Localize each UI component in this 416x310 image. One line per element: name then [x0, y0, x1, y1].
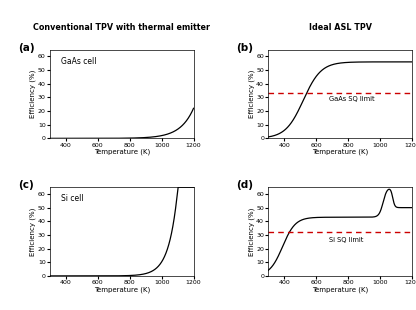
Y-axis label: Efficiency (%): Efficiency (%)	[248, 207, 255, 256]
Title: Ideal ASL TPV: Ideal ASL TPV	[309, 23, 371, 32]
Text: GaAs cell: GaAs cell	[62, 57, 97, 66]
Text: GaAs SQ limit: GaAs SQ limit	[329, 96, 374, 102]
Text: (c): (c)	[18, 180, 34, 190]
X-axis label: Temperature (K): Temperature (K)	[94, 149, 150, 155]
Y-axis label: Efficiency (%): Efficiency (%)	[30, 207, 37, 256]
Text: (a): (a)	[18, 42, 35, 52]
Text: (d): (d)	[237, 180, 254, 190]
Y-axis label: Efficiency (%): Efficiency (%)	[30, 70, 37, 118]
Text: Conventional TPV with thermal emitter: Conventional TPV with thermal emitter	[33, 23, 210, 32]
X-axis label: Temperature (K): Temperature (K)	[312, 149, 368, 155]
Y-axis label: Efficiency (%): Efficiency (%)	[248, 70, 255, 118]
Text: Si SQ limit: Si SQ limit	[329, 237, 363, 243]
Text: Si cell: Si cell	[62, 194, 84, 203]
Text: (b): (b)	[237, 42, 254, 52]
X-axis label: Temperature (K): Temperature (K)	[312, 286, 368, 293]
X-axis label: Temperature (K): Temperature (K)	[94, 286, 150, 293]
